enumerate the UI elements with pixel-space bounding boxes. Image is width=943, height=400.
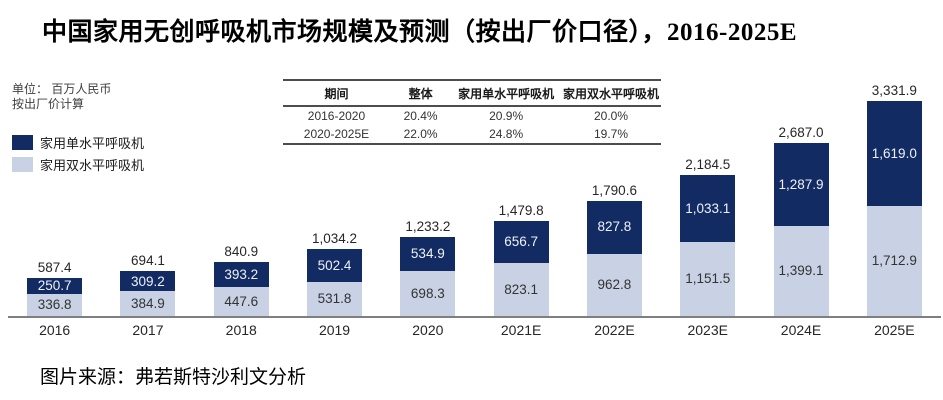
cagr-cell-double: 19.7% <box>593 127 628 141</box>
bar-total-label: 2,184.5 <box>685 157 731 173</box>
bar-segment-家用单水平呼吸机: 309.2 <box>120 271 176 292</box>
bar-column-2016: 587.4 250.7 336.8 <box>8 260 101 316</box>
unit-note-line2: 按出厂价计算 <box>12 97 85 111</box>
bar-column-2025E: 3,331.9 1,619.0 1,712.9 <box>848 83 941 316</box>
x-axis-label-2016: 2016 <box>39 322 71 338</box>
x-axis-label-2021E: 2021E <box>500 322 542 338</box>
legend-label-double: 家用双水平呼吸机 <box>40 157 145 173</box>
cagr-cell-period: 2020-2025E <box>303 127 370 141</box>
bar-segment-家用双水平呼吸机: 1,399.1 <box>773 225 829 316</box>
bar-column-2018: 840.9 393.2 447.6 <box>195 244 288 316</box>
bar-segment-家用单水平呼吸机: 1,033.1 <box>680 175 736 242</box>
bar-segment-家用单水平呼吸机: 1,619.0 <box>866 101 922 206</box>
bar-column-2020: 1,233.2 534.9 698.3 <box>381 218 474 316</box>
legend-item-single: 家用单水平呼吸机 <box>12 131 144 153</box>
bar-column-2019: 1,034.2 502.4 531.8 <box>288 231 381 316</box>
bar-column-2023E: 2,184.5 1,033.1 1,151.5 <box>661 157 754 316</box>
x-axis-label-2017: 2017 <box>132 322 164 338</box>
bar-segment-家用单水平呼吸机: 502.4 <box>307 249 363 282</box>
bar-total-label: 840.9 <box>224 243 259 259</box>
chart-legend: 家用单水平呼吸机 家用双水平呼吸机 <box>12 131 144 175</box>
unit-note: 单位： 百万人民币 按出厂价计算 <box>12 82 111 112</box>
bar-segment-家用单水平呼吸机: 250.7 <box>27 278 83 295</box>
bar-segment-家用双水平呼吸机: 823.1 <box>493 262 549 316</box>
x-axis-label-2020: 2020 <box>412 322 444 338</box>
bar-segment-家用双水平呼吸机: 1,151.5 <box>680 241 736 316</box>
x-axis-label-2022E: 2022E <box>594 322 635 338</box>
cagr-table-row: 2016-2020 20.4% 20.9% 20.0% <box>283 106 661 125</box>
legend-swatch-double <box>12 156 33 172</box>
bar-segment-家用双水平呼吸机: 698.3 <box>400 271 456 316</box>
cagr-header-double: 家用双水平呼吸机 <box>560 80 661 107</box>
bar-segment-家用单水平呼吸机: 1,287.9 <box>773 142 829 226</box>
cagr-header-single: 家用单水平呼吸机 <box>451 80 561 107</box>
cagr-cell-single: 20.9% <box>489 109 524 123</box>
x-axis-label-2023E: 2023E <box>687 322 728 338</box>
bar-column-2021E: 1,479.8 656.7 823.1 <box>474 203 567 316</box>
cagr-table-row: 2020-2025E 22.0% 24.8% 19.7% <box>283 125 661 144</box>
bar-segment-家用双水平呼吸机: 447.6 <box>213 287 269 316</box>
bar-segment-家用单水平呼吸机: 827.8 <box>586 200 642 254</box>
legend-label-single: 家用单水平呼吸机 <box>40 135 145 151</box>
bar-column-2017: 694.1 309.2 384.9 <box>101 253 194 316</box>
bar-segment-家用双水平呼吸机: 384.9 <box>120 291 176 316</box>
bar-segment-家用双水平呼吸机: 962.8 <box>586 253 642 316</box>
bar-segment-家用单水平呼吸机: 534.9 <box>400 236 456 271</box>
legend-swatch-single <box>12 134 33 150</box>
chart-title: 中国家用无创呼吸机市场规模及预测（按出厂价口径），2016-2025E <box>42 19 798 46</box>
bar-column-2024E: 2,687.0 1,287.9 1,399.1 <box>754 125 847 316</box>
bar-total-label: 3,331.9 <box>871 83 917 99</box>
bar-total-label: 1,790.6 <box>591 182 637 198</box>
x-axis-label-2025E: 2025E <box>874 322 915 338</box>
cagr-cell-double: 20.0% <box>593 109 628 123</box>
x-axis-label-2019: 2019 <box>318 322 351 338</box>
x-axis-label-2018: 2018 <box>225 322 257 338</box>
x-axis-label-2024E: 2024E <box>780 322 822 338</box>
cagr-cell-single: 24.8% <box>489 127 524 141</box>
stacked-bar-plot: 587.4 250.7 336.8 694.1 309.2 384.9 840.9 393.2… <box>8 83 941 318</box>
bar-total-label: 2,687.0 <box>778 124 824 140</box>
legend-item-double: 家用双水平呼吸机 <box>12 153 144 175</box>
cagr-cell-overall: 22.0% <box>403 127 438 141</box>
bar-total-label: 694.1 <box>131 253 165 269</box>
bar-segment-家用单水平呼吸机: 393.2 <box>213 261 269 288</box>
image-source-note: 图片来源：弗若斯特沙利文分析 <box>40 367 307 388</box>
cagr-table-header-row: 期间 整体 家用单水平呼吸机 家用双水平呼吸机 <box>283 80 661 107</box>
bar-column-2022E: 1,790.6 827.8 962.8 <box>568 183 661 316</box>
unit-note-line1: 单位： 百万人民币 <box>12 82 112 96</box>
bar-total-label: 1,233.2 <box>405 218 451 234</box>
bar-segment-家用双水平呼吸机: 1,712.9 <box>866 205 922 316</box>
cagr-header-period: 期间 <box>283 80 390 107</box>
bar-total-label: 1,034.2 <box>312 231 358 247</box>
cagr-cell-period: 2016-2020 <box>307 109 366 123</box>
bar-total-label: 587.4 <box>37 260 72 276</box>
bar-segment-家用双水平呼吸机: 531.8 <box>307 281 363 316</box>
x-axis: 2016 2017 2018 2019 2020 2021E 2022E 2023E 2024E… <box>8 322 941 342</box>
bar-segment-家用双水平呼吸机: 336.8 <box>27 294 83 316</box>
bar-total-label: 1,479.8 <box>498 202 544 218</box>
cagr-header-overall: 整体 <box>389 80 452 107</box>
bar-segment-家用单水平呼吸机: 656.7 <box>493 220 549 263</box>
cagr-cell-overall: 20.4% <box>403 109 438 123</box>
cagr-table: 期间 整体 家用单水平呼吸机 家用双水平呼吸机 2016-2020 20.4% … <box>283 79 661 145</box>
